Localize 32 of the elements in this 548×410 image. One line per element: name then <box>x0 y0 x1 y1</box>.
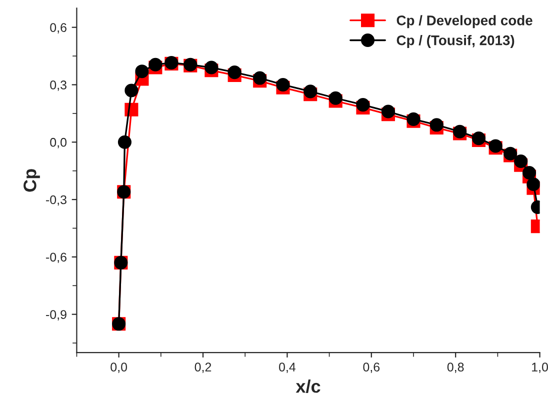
point <box>204 60 218 74</box>
legend-label: Cp / (Tousif, 2013) <box>396 35 514 48</box>
x-tick-label: 0,4 <box>279 362 296 373</box>
point <box>135 64 149 78</box>
y-tick-label: 0,3 <box>50 80 66 91</box>
point <box>253 71 267 85</box>
y-axis-title: Cp <box>24 169 40 192</box>
x-tick-label: 1,0 <box>532 362 548 373</box>
point <box>328 91 342 105</box>
point <box>118 135 132 149</box>
y-tick-label: -0,6 <box>46 252 66 264</box>
point <box>430 118 444 132</box>
y-tick-label: -0,3 <box>46 195 66 206</box>
point <box>381 104 396 118</box>
legend-label: Cp / Developed code <box>396 15 532 28</box>
y-tick-label: -0,9 <box>46 310 66 320</box>
point <box>522 166 536 180</box>
x-tick-label: 0,8 <box>447 362 464 373</box>
y-tick-label: 0,0 <box>50 138 67 148</box>
point <box>276 78 290 92</box>
point <box>514 154 528 168</box>
point <box>304 84 318 98</box>
x-tick-label: 0,6 <box>363 362 380 373</box>
x-axis-title: x/c <box>296 380 320 393</box>
y-tick-label: 0,6 <box>50 23 66 34</box>
point <box>148 58 162 72</box>
point <box>356 98 370 112</box>
x-tick-label: 0,0 <box>110 362 128 373</box>
point <box>228 66 242 80</box>
point <box>124 84 138 98</box>
point <box>526 177 540 191</box>
x-tick-label: 0,2 <box>194 362 212 373</box>
